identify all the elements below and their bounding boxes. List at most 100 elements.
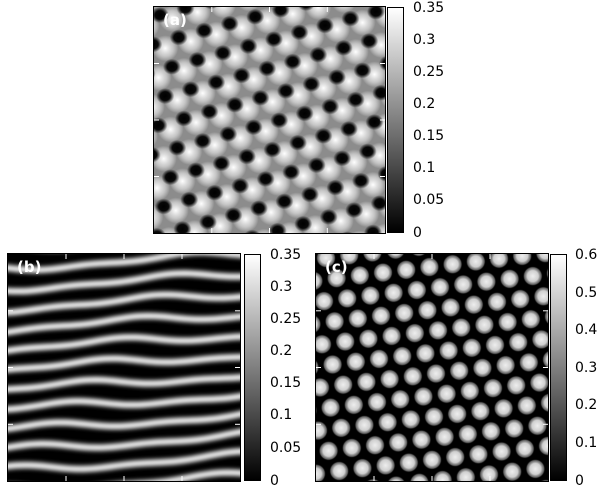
bright-spot xyxy=(493,398,514,419)
dark-hole xyxy=(301,186,319,203)
dark-hole xyxy=(180,191,199,208)
bright-spot xyxy=(527,415,548,436)
dark-hole xyxy=(346,91,365,108)
bright-spot xyxy=(470,401,491,422)
bright-spot xyxy=(540,479,548,481)
bright-spot xyxy=(316,405,318,416)
bright-spot xyxy=(404,323,425,344)
dark-hole xyxy=(295,105,314,122)
bright-spot xyxy=(510,289,531,310)
bright-spot xyxy=(320,397,341,418)
dark-hole xyxy=(316,17,334,34)
bright-spot xyxy=(351,230,368,233)
bright-spot xyxy=(341,438,362,459)
bright-spot xyxy=(457,424,478,445)
bright-spot xyxy=(316,334,332,355)
bright-spot xyxy=(468,444,489,465)
panel-a-colorbar xyxy=(387,7,404,233)
bright-spot xyxy=(316,420,328,441)
dark-hole xyxy=(220,15,239,32)
bright-spot xyxy=(339,254,360,266)
colorbar-c-tick: 0.1 xyxy=(575,435,598,451)
bright-spot xyxy=(402,366,423,387)
dark-hole xyxy=(175,110,193,127)
bright-spot xyxy=(447,403,468,424)
dark-hole xyxy=(154,7,169,23)
bright-spot xyxy=(531,329,548,350)
bright-spot xyxy=(451,317,472,338)
bright-spot xyxy=(459,380,480,401)
bright-spot xyxy=(369,348,389,369)
dark-hole xyxy=(169,29,188,46)
stripe xyxy=(8,374,240,393)
colorbar-a-tick: 0 xyxy=(413,225,422,241)
bright-spot xyxy=(518,352,539,373)
colorbar-c-tick: 0 xyxy=(575,473,584,489)
colorbar-a-tick: 0.2 xyxy=(413,96,436,112)
dark-hole xyxy=(294,215,313,232)
bright-spot xyxy=(400,409,421,430)
colorbar-b-tick: 0.35 xyxy=(270,247,302,263)
bright-spot xyxy=(479,464,499,481)
dark-hole xyxy=(246,8,265,25)
bright-spot xyxy=(432,470,453,481)
dark-hole xyxy=(154,198,173,215)
bright-spot xyxy=(329,460,350,481)
bright-spot xyxy=(540,392,548,413)
dark-hole xyxy=(268,222,287,233)
panel-b-label: (b) xyxy=(17,258,42,276)
dark-hole xyxy=(154,146,161,163)
dark-hole xyxy=(360,33,379,50)
bright-spot xyxy=(409,472,430,481)
dark-hole xyxy=(188,51,207,68)
dark-hole xyxy=(328,69,346,86)
bright-spot xyxy=(434,426,455,447)
bright-spot xyxy=(210,7,236,19)
bright-spot xyxy=(316,291,334,312)
dark-hole xyxy=(353,62,372,79)
dark-hole xyxy=(309,46,328,63)
bright-spot xyxy=(335,331,356,352)
dark-hole xyxy=(298,7,315,12)
dark-hole xyxy=(154,69,156,79)
colorbar-b-tick: 0 xyxy=(270,473,279,489)
dark-hole xyxy=(250,200,268,217)
bright-spot xyxy=(544,308,548,325)
bright-spot xyxy=(396,259,417,280)
bright-spot xyxy=(381,325,402,346)
bright-spot xyxy=(375,455,396,476)
bright-spot xyxy=(502,461,523,481)
bright-spot xyxy=(430,277,450,298)
dark-hole xyxy=(187,162,205,179)
bright-spot xyxy=(481,421,501,442)
stripe xyxy=(8,428,240,451)
bright-spot xyxy=(440,297,461,318)
bright-spot xyxy=(349,265,370,286)
bright-spot xyxy=(377,412,398,433)
bright-spot xyxy=(495,355,516,376)
colorbar-a-tick: 0.3 xyxy=(413,32,436,48)
dark-hole xyxy=(365,114,384,131)
panel-c-label: (c) xyxy=(325,258,348,276)
dark-hole xyxy=(302,76,321,93)
dark-hole xyxy=(156,88,175,105)
bright-spot xyxy=(362,254,383,263)
dark-hole xyxy=(226,96,244,113)
bright-spot xyxy=(345,351,366,372)
bright-spot xyxy=(337,288,358,309)
bright-spot xyxy=(324,311,345,332)
dark-hole xyxy=(168,139,187,156)
bright-spot xyxy=(394,302,415,323)
colorbar-a-tick: 0.1 xyxy=(413,160,436,176)
bright-spot xyxy=(453,274,474,295)
dark-hole xyxy=(277,82,295,99)
dark-hole xyxy=(271,7,290,18)
dark-hole xyxy=(219,126,238,143)
dark-hole xyxy=(372,84,385,101)
bright-spot xyxy=(463,294,484,315)
bright-spot xyxy=(371,305,391,326)
stripe xyxy=(126,469,240,481)
dark-hole xyxy=(200,103,219,120)
bright-spot xyxy=(379,369,400,390)
dark-hole xyxy=(352,172,370,189)
